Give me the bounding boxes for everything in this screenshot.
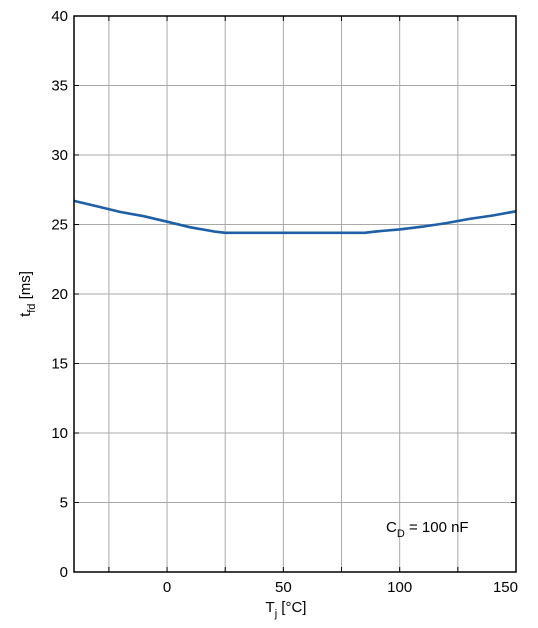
grid [74,16,516,572]
x-tick-label: 50 [275,579,292,596]
series-line [73,199,517,235]
x-axis-label: Tj [°C] [266,599,307,620]
x-tick-label: 150 [493,579,518,596]
y-tick-label: 5 [60,495,68,512]
annotation-cd: CD = 100 nF [386,519,469,540]
y-tick-label: 20 [51,286,68,303]
y-tick-label: 0 [60,564,68,581]
y-tick-label: 30 [51,147,68,164]
y-tick-label: 40 [51,8,68,25]
y-tick-label: 15 [51,356,68,373]
y-tick-labels: 0 5 10 15 20 25 30 35 40 [51,8,68,581]
x-tick-label: 100 [387,579,412,596]
y-tick-label: 35 [51,78,68,95]
y-tick-label: 25 [51,217,68,234]
y-tick-label: 10 [51,425,68,442]
x-tick-label: 0 [163,579,171,596]
series-layer [73,199,517,235]
x-tick-labels: 0 50 100 150 [163,579,518,596]
y-axis-label: tfd [ms] [17,271,38,317]
tick-marks [74,15,516,573]
